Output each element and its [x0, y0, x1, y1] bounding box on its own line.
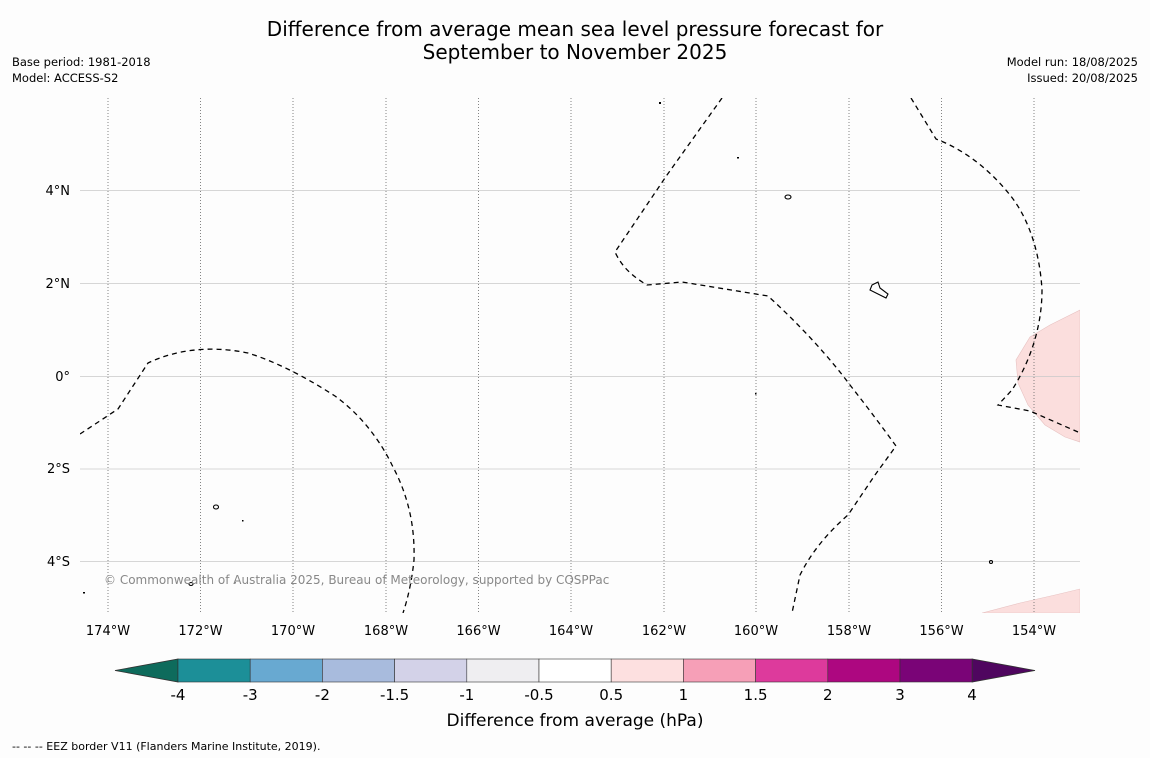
colorbar-segment — [249, 658, 323, 683]
title-line-1: Difference from average mean sea level p… — [266, 17, 884, 41]
longitude-gridlines — [107, 98, 1035, 613]
colorbar-tick-label: 1.5 — [744, 686, 768, 704]
longitude-labels: 174°W 172°W 170°W 168°W 166°W 164°W 162°… — [86, 624, 1056, 639]
colorbar-segment — [755, 658, 829, 683]
colorbar-tick-label: -4 — [171, 686, 186, 704]
copyright-text: © Commonwealth of Australia 2025, Bureau… — [104, 573, 609, 587]
colorbar-labels: -4 -3 -2 -1.5 -1 -0.5 0.5 1 1.5 2 3 4 Di… — [171, 686, 977, 731]
colorbar-tick-label: -2 — [315, 686, 330, 704]
latitude-labels: 4°N 2°N 0° 2°S 4°S — [46, 184, 71, 570]
lon-label: 158°W — [827, 624, 871, 639]
colorbar-tick-label: 0.5 — [599, 686, 623, 704]
colorbar-title: Difference from average (hPa) — [447, 711, 704, 731]
eez-border-west — [80, 348, 415, 613]
lon-label: 166°W — [456, 624, 500, 639]
model-name: Model: ACCESS-S2 — [12, 71, 119, 85]
colorbar-extend-max — [971, 658, 1036, 683]
colorbar-segment — [322, 658, 395, 683]
colorbar-segment — [177, 658, 251, 683]
colorbar-tick-label: -1.5 — [380, 686, 409, 704]
colorbar-tick-label: 4 — [967, 686, 977, 704]
lon-label: 162°W — [642, 624, 686, 639]
anomaly-region-southeast — [981, 588, 1080, 613]
colorbar-segment — [538, 658, 612, 683]
coastlines — [188, 194, 994, 587]
lat-label: 4°N — [46, 184, 71, 199]
island-canton — [212, 504, 220, 510]
colorbar — [114, 658, 1036, 683]
lat-label: 2°N — [46, 277, 71, 292]
colorbar-tick-label: -0.5 — [524, 686, 553, 704]
island-teraina — [784, 194, 792, 200]
map-area — [80, 98, 1080, 613]
colorbar-extend-min — [114, 658, 179, 683]
island-southeast — [988, 559, 994, 565]
colorbar-segment — [683, 658, 756, 683]
anomaly-region-east — [1015, 309, 1080, 443]
map-title: Difference from average mean sea level p… — [0, 18, 1150, 64]
colorbar-tick-label: -3 — [243, 686, 258, 704]
model-run: Model run: 18/08/2025 — [1006, 55, 1138, 69]
lon-label: 156°W — [919, 624, 963, 639]
colorbar-segment — [466, 658, 540, 683]
lon-label: 172°W — [178, 624, 222, 639]
issued-date: Issued: 20/08/2025 — [1027, 71, 1138, 85]
lat-label: 0° — [55, 370, 70, 385]
colorbar-tick-label: 2 — [823, 686, 833, 704]
island-enderbury — [188, 581, 194, 587]
lon-label: 168°W — [364, 624, 408, 639]
lon-label: 154°W — [1012, 624, 1056, 639]
run-info: Model run: 18/08/2025 Issued: 20/08/2025 — [1007, 54, 1138, 86]
eez-border-east — [910, 98, 1079, 433]
lon-label: 174°W — [86, 624, 130, 639]
colorbar-segment — [610, 658, 684, 683]
colorbar-tick-label: -1 — [459, 686, 474, 704]
small-islets — [83, 102, 757, 594]
colorbar-tick-label: 1 — [679, 686, 689, 704]
eez-legend-note: -- -- -- EEZ border V11 (Flanders Marine… — [12, 740, 321, 753]
colorbar-segment — [827, 658, 901, 683]
latitude-gridlines — [80, 190, 1080, 562]
colorbar-tick-label: 3 — [895, 686, 905, 704]
lon-label: 170°W — [271, 624, 315, 639]
title-line-2: September to November 2025 — [422, 40, 728, 64]
lon-label: 164°W — [549, 624, 593, 639]
eez-border-central — [614, 98, 897, 613]
colorbar-segment — [899, 658, 973, 683]
eez-borders — [80, 98, 1079, 613]
colorbar-segment — [394, 658, 468, 683]
lat-label: 4°S — [47, 555, 70, 570]
model-info: Base period: 1981-2018 Model: ACCESS-S2 — [12, 54, 151, 86]
lon-label: 160°W — [734, 624, 778, 639]
island-kiritimati — [869, 281, 889, 299]
lat-label: 2°S — [47, 462, 70, 477]
base-period: Base period: 1981-2018 — [12, 55, 151, 69]
